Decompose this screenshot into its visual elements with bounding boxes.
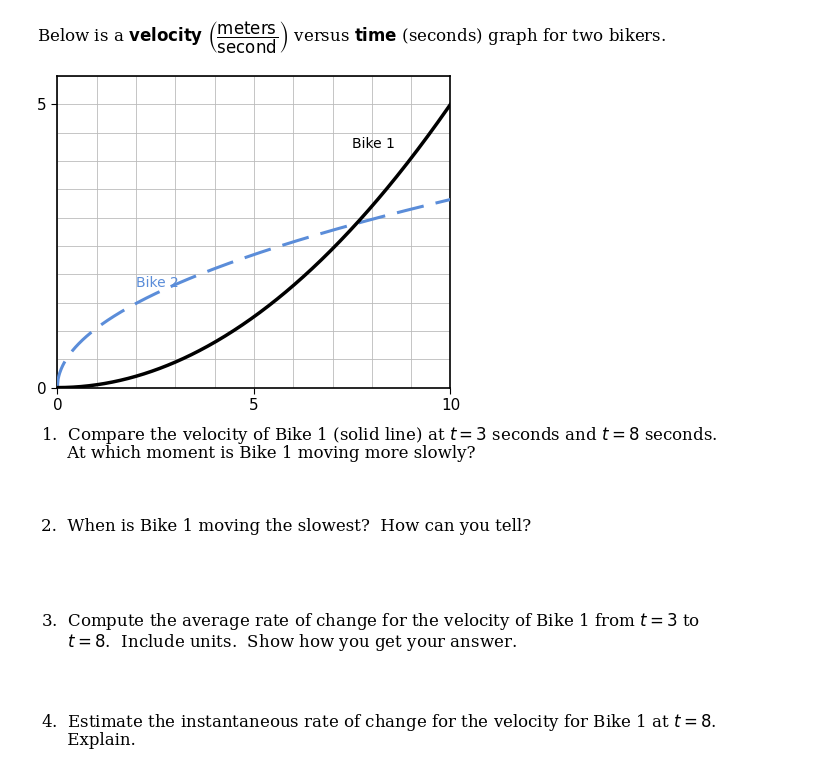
Text: Explain.: Explain. <box>41 732 136 749</box>
Text: 4.  Estimate the instantaneous rate of change for the velocity for Bike 1 at $t : 4. Estimate the instantaneous rate of ch… <box>41 711 717 733</box>
Text: Below is a $\mathbf{velocity}$ $\left(\dfrac{\mathrm{meters}}{\mathrm{second}}\r: Below is a $\mathbf{velocity}$ $\left(\d… <box>37 19 666 55</box>
Text: $t = 8$.  Include units.  Show how you get your answer.: $t = 8$. Include units. Show how you get… <box>41 632 517 653</box>
Text: 1.  Compare the velocity of Bike 1 (solid line) at $t = 3$ seconds and $t = 8$ s: 1. Compare the velocity of Bike 1 (solid… <box>41 425 717 446</box>
Text: Bike 1: Bike 1 <box>352 137 395 151</box>
Text: 2.  When is Bike 1 moving the slowest?  How can you tell?: 2. When is Bike 1 moving the slowest? Ho… <box>41 518 531 535</box>
Text: At which moment is Bike 1 moving more slowly?: At which moment is Bike 1 moving more sl… <box>41 445 476 462</box>
Text: Bike 2: Bike 2 <box>136 276 179 290</box>
Text: 3.  Compute the average rate of change for the velocity of Bike 1 from $t = 3$ t: 3. Compute the average rate of change fo… <box>41 611 700 632</box>
